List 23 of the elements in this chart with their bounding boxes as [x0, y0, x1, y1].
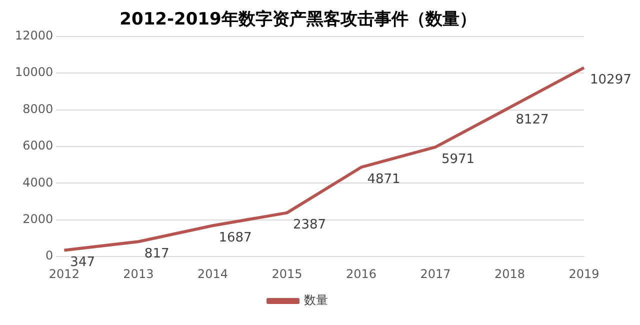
data-label: 2387 — [292, 218, 326, 233]
chart-title: 2012-2019年数字资产黑客攻击事件（数量） — [120, 10, 476, 30]
y-tick-label: 0 — [46, 248, 54, 263]
data-label: 10297 — [590, 72, 632, 88]
x-tick-label: 2013 — [123, 266, 154, 281]
y-tick-label: 8000 — [22, 102, 54, 116]
y-tick-label: 4000 — [22, 175, 54, 190]
y-tick-label: 10000 — [14, 65, 54, 80]
data-label: 1687 — [218, 230, 252, 246]
y-tick-label: 12000 — [14, 28, 54, 43]
data-label: 4871 — [367, 172, 400, 188]
y-tick-label: 2000 — [22, 212, 54, 226]
data-label: 817 — [144, 246, 170, 262]
x-tick-label: 2019 — [568, 266, 600, 281]
x-tick-label: 2017 — [420, 266, 451, 281]
data-label: 5971 — [441, 152, 475, 167]
x-tick-label: 2016 — [346, 266, 376, 281]
legend-label: 数量 — [304, 293, 328, 308]
x-tick-label: 2018 — [494, 266, 526, 281]
x-tick-label: 2015 — [272, 266, 302, 281]
y-tick-label: 6000 — [22, 138, 54, 153]
x-tick-label: 2014 — [197, 266, 228, 281]
data-label: 8127 — [516, 112, 549, 128]
